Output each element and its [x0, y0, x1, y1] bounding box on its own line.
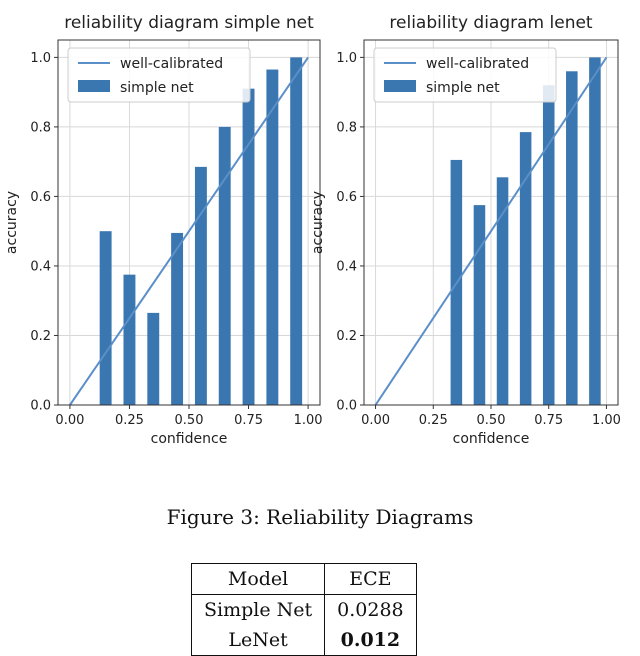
- x-tick-label: 0.25: [419, 413, 448, 428]
- x-tick-label: 0.75: [534, 413, 563, 428]
- bar: [589, 57, 601, 405]
- calibration-line: [374, 56, 608, 406]
- table-header-row: Model ECE: [191, 563, 417, 595]
- bar: [99, 231, 112, 405]
- chart-title: reliability diagram simple net: [64, 13, 314, 33]
- y-tick-label: 0.8: [336, 120, 357, 135]
- bar: [194, 166, 207, 405]
- y-tick-label: 0.0: [30, 399, 51, 414]
- x-tick-label: 0.50: [175, 413, 204, 428]
- table-row: LeNet 0.012: [191, 625, 417, 656]
- y-tick-label: 0.2: [30, 329, 51, 344]
- x-tick-label: 1.00: [592, 413, 621, 428]
- y-tick-label: 0.0: [336, 399, 357, 414]
- legend-label: simple net: [120, 80, 194, 96]
- bar: [218, 126, 231, 406]
- x-tick-label: 1.00: [294, 413, 323, 428]
- x-axis-label: confidence: [453, 431, 530, 447]
- bar: [242, 88, 255, 406]
- plot-frame: [363, 39, 619, 406]
- legend-bar-swatch: [78, 80, 110, 92]
- x-tick-label: 0.75: [234, 413, 263, 428]
- table-cell-ece: 0.012: [340, 629, 401, 651]
- legend-bar-swatch: [384, 80, 416, 92]
- y-axis-label: accuracy: [310, 191, 326, 254]
- y-tick-label: 0.2: [336, 329, 357, 344]
- bar: [473, 205, 486, 405]
- figure-caption: Figure 3: Reliability Diagrams: [166, 505, 474, 529]
- x-tick-label: 0.00: [361, 413, 390, 428]
- table-cell-model: LeNet: [191, 625, 326, 656]
- ece-table: Model ECE Simple Net 0.0288 LeNet 0.012: [191, 563, 417, 656]
- legend-label: well-calibrated: [426, 56, 529, 72]
- y-tick-label: 0.6: [30, 190, 51, 205]
- legend-box: [373, 47, 557, 103]
- bar: [542, 85, 555, 405]
- y-tick-label: 1.0: [30, 51, 51, 66]
- bar: [147, 312, 160, 405]
- bar: [519, 132, 532, 405]
- bar: [496, 177, 509, 405]
- x-tick-label: 0.25: [115, 413, 144, 428]
- chart-panel-2: reliability diagram lenet 0.0 0.2 0.4 0.6 0.8…: [310, 13, 621, 447]
- y-tick-label: 0.4: [336, 259, 357, 274]
- y-tick-label: 0.6: [336, 190, 357, 205]
- bar: [566, 71, 578, 406]
- x-tick-label: 0.00: [55, 413, 84, 428]
- chart-title: reliability diagram lenet: [389, 13, 593, 33]
- legend-label: simple net: [426, 80, 500, 96]
- y-tick-label: 1.0: [336, 51, 357, 66]
- table-cell-ece: 0.0288: [337, 599, 404, 621]
- chart-panel-1: reliability diagram simple net 0.0 0.2 0.4 0…: [4, 13, 323, 447]
- bar: [123, 274, 136, 405]
- table-header-model: Model: [191, 563, 326, 595]
- table-header-ece: ECE: [324, 563, 417, 595]
- x-tick-label: 0.50: [477, 413, 506, 428]
- bar: [266, 69, 279, 406]
- x-axis-label: confidence: [151, 431, 228, 447]
- y-tick-label: 0.4: [30, 259, 51, 274]
- y-axis-label: accuracy: [4, 191, 20, 254]
- reliability-charts: reliability diagram simple net 0.0 0.2 0.4 0…: [4, 13, 621, 447]
- y-tick-label: 0.8: [30, 120, 51, 135]
- calibration-line: [69, 56, 309, 406]
- table-cell-model: Simple Net: [191, 594, 326, 625]
- legend-box: [67, 47, 251, 103]
- table-row: Simple Net 0.0288: [191, 594, 417, 625]
- bar: [171, 232, 184, 405]
- plot-frame: [57, 39, 321, 406]
- legend-label: well-calibrated: [120, 56, 223, 72]
- bar: [290, 57, 303, 405]
